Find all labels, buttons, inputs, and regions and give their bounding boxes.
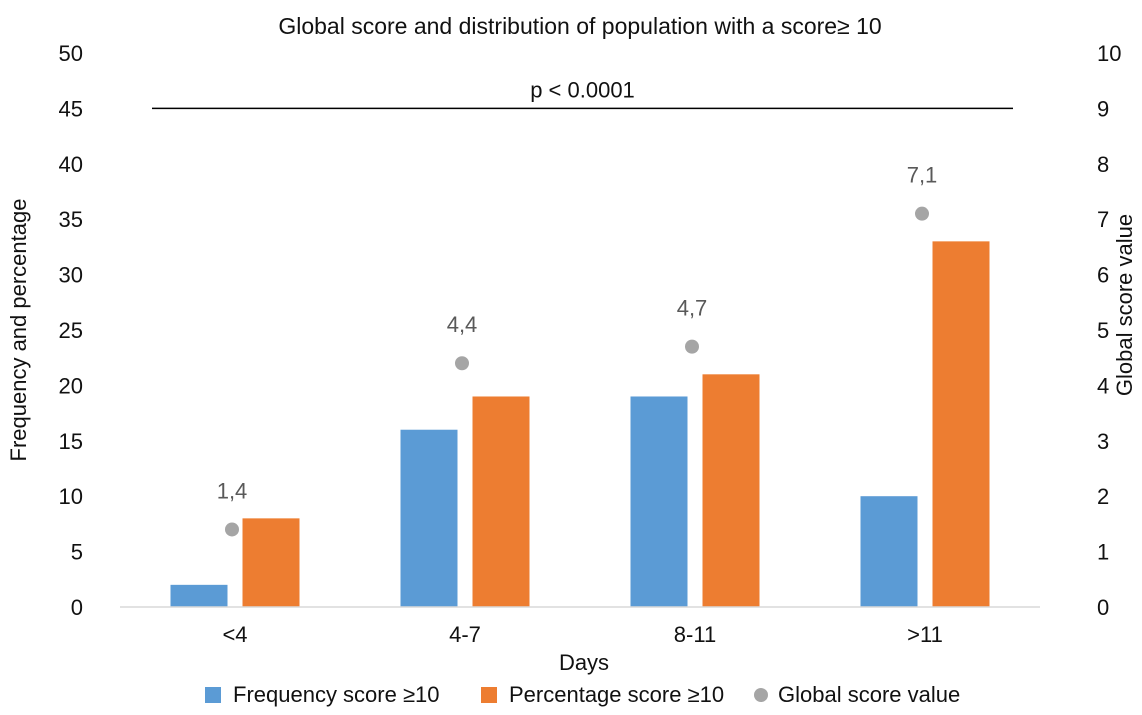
frequency-bar <box>630 396 688 607</box>
y-tick-label: 30 <box>59 263 83 288</box>
score-data-label: 4,7 <box>677 296 708 321</box>
y2-tick-label: 1 <box>1097 540 1109 565</box>
percentage-bar <box>472 396 530 607</box>
legend-swatch <box>481 687 497 703</box>
y-tick-label: 5 <box>71 540 83 565</box>
x-axis-ticks: <4 4-7 8-11 >11 <box>222 622 942 647</box>
legend-swatch <box>754 688 768 702</box>
y2-tick-label: 10 <box>1097 41 1121 66</box>
y2-axis-ticks: 0 1 2 3 4 5 6 7 8 9 10 <box>1097 41 1121 620</box>
y2-tick-label: 4 <box>1097 373 1109 398</box>
y2-tick-label: 0 <box>1097 595 1109 620</box>
p-value-annotation: p < 0.0001 <box>530 77 635 102</box>
frequency-bar <box>400 429 458 607</box>
y-tick-label: 40 <box>59 152 83 177</box>
y2-tick-label: 5 <box>1097 318 1109 343</box>
y-tick-label: 15 <box>59 429 83 454</box>
y-tick-label: 45 <box>59 96 83 121</box>
y-tick-label: 35 <box>59 207 83 232</box>
y2-tick-label: 3 <box>1097 429 1109 454</box>
percentage-bar <box>702 374 760 607</box>
x-tick-label: <4 <box>222 622 247 647</box>
x-axis-title: Days <box>559 650 609 675</box>
y-axis-title: Frequency and percentage <box>6 199 31 462</box>
y-tick-label: 25 <box>59 318 83 343</box>
x-tick-label: 4-7 <box>449 622 481 647</box>
y-tick-label: 50 <box>59 41 83 66</box>
score-data-label: 7,1 <box>907 163 938 188</box>
score-point <box>915 206 929 221</box>
frequency-bar <box>170 584 228 607</box>
legend-label: Percentage score ≥10 <box>509 682 724 707</box>
x-tick-label: 8-11 <box>674 622 716 647</box>
score-point <box>455 356 469 371</box>
y-axis-ticks: 0 5 10 15 20 25 30 35 40 45 50 <box>59 41 83 620</box>
score-data-labels: 1,4 4,4 4,7 7,1 <box>217 163 938 504</box>
legend-label: Frequency score ≥10 <box>233 682 440 707</box>
legend-label: Global score value <box>778 682 960 707</box>
frequency-bar <box>860 496 918 607</box>
y2-tick-label: 9 <box>1097 96 1109 121</box>
legend: Frequency score ≥10 Percentage score ≥10 G… <box>205 682 960 707</box>
x-tick-label: >11 <box>907 622 943 647</box>
legend-swatch <box>205 687 221 703</box>
chart-title: Global score and distribution of populat… <box>278 13 881 39</box>
y2-tick-label: 6 <box>1097 263 1109 288</box>
y2-tick-label: 2 <box>1097 484 1109 509</box>
score-data-label: 1,4 <box>217 478 248 503</box>
score-data-label: 4,4 <box>447 312 478 337</box>
y2-tick-label: 7 <box>1097 207 1109 232</box>
y-tick-label: 10 <box>59 484 83 509</box>
y-tick-label: 0 <box>71 595 83 620</box>
score-point <box>685 339 699 354</box>
y2-tick-label: 8 <box>1097 152 1109 177</box>
percentage-bar <box>932 241 990 608</box>
y-tick-label: 20 <box>59 373 83 398</box>
percentage-bar <box>242 518 300 607</box>
y2-axis-title: Global score value <box>1112 214 1137 396</box>
score-points <box>225 206 929 537</box>
score-point <box>225 522 239 537</box>
bars <box>170 241 990 608</box>
